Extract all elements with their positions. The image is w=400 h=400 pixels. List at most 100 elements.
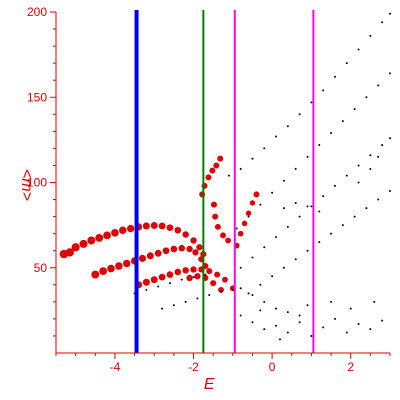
y-tick-label: 50 [34,261,48,275]
x-tick-label: 0 [269,360,276,374]
data-point [190,237,197,244]
data-point [115,262,123,270]
data-point [204,273,207,276]
data-point [310,101,313,104]
data-point [87,236,96,245]
data-point [158,273,166,281]
data-point [345,174,348,177]
data-point [298,215,301,218]
data-point [357,164,360,167]
data-point [389,137,391,140]
data-point [357,48,360,51]
data-point [306,304,309,307]
data-point [318,143,321,146]
data-point [306,205,309,208]
data-point [150,276,158,284]
data-point [227,174,230,177]
data-point [220,232,226,239]
data-point [214,271,221,278]
data-point [330,132,333,135]
data-point [333,75,336,78]
data-point [196,244,203,251]
data-point [373,300,376,303]
x-tick-label: -2 [188,360,199,374]
data-point [251,294,254,297]
data-point [318,210,321,213]
data-point [65,248,74,257]
data-point [310,205,313,208]
data-point [310,334,313,337]
data-point [253,191,260,198]
y-tick-label: 200 [27,5,47,19]
data-point [192,276,195,279]
data-point [251,256,254,259]
data-point [275,236,278,239]
data-point [213,162,220,169]
data-point [369,328,372,331]
data-point [217,155,224,162]
data-point [180,278,183,281]
data-point [381,143,384,146]
data-point [95,233,104,242]
data-point [389,190,391,193]
data-point [282,179,285,182]
data-point [333,317,336,320]
data-point [190,266,197,273]
data-point [235,227,238,230]
data-point [377,84,380,87]
data-point [218,286,224,293]
data-point [381,21,384,24]
data-point [263,147,266,150]
x-tick-label: -4 [110,360,121,374]
data-point [158,222,166,230]
data-point [330,232,333,235]
data-point [298,314,301,317]
data-point [162,247,170,255]
data-point [103,231,111,240]
data-point [123,259,131,268]
data-point [259,203,262,206]
data-point [126,224,135,233]
data-point [306,155,309,158]
data-point [178,244,186,252]
data-point [239,314,242,317]
data-point [182,267,189,274]
data-point [210,201,217,208]
data-point [263,246,266,249]
data-point [286,331,289,334]
data-point [231,288,234,291]
axes: -4 -2 0 2 50 100 150 200 [27,5,391,374]
data-point [166,224,174,232]
data-point [245,210,252,216]
data-point [341,120,344,123]
data-point [172,304,175,307]
data-point [239,266,242,269]
data-point [184,300,187,303]
x-axis-label: E [204,376,215,393]
data-point [220,290,223,293]
data-point [166,271,174,278]
plot-marks [59,12,391,341]
data-point [79,239,88,248]
data-point [263,328,266,331]
data-point [154,249,162,257]
data-point [249,200,256,206]
data-point [294,167,297,170]
data-point [239,287,242,290]
data-point [365,96,368,99]
data-point [182,231,189,238]
data-point [192,249,199,256]
data-point [138,254,147,262]
data-point [170,245,178,253]
data-point [377,198,380,201]
data-point [357,181,360,184]
data-point [174,226,182,234]
data-point [157,285,160,288]
data-point [210,280,217,287]
data-point [333,184,336,187]
data-point [263,300,266,303]
data-point [241,220,248,227]
data-point [322,89,325,92]
data-point [298,113,301,116]
